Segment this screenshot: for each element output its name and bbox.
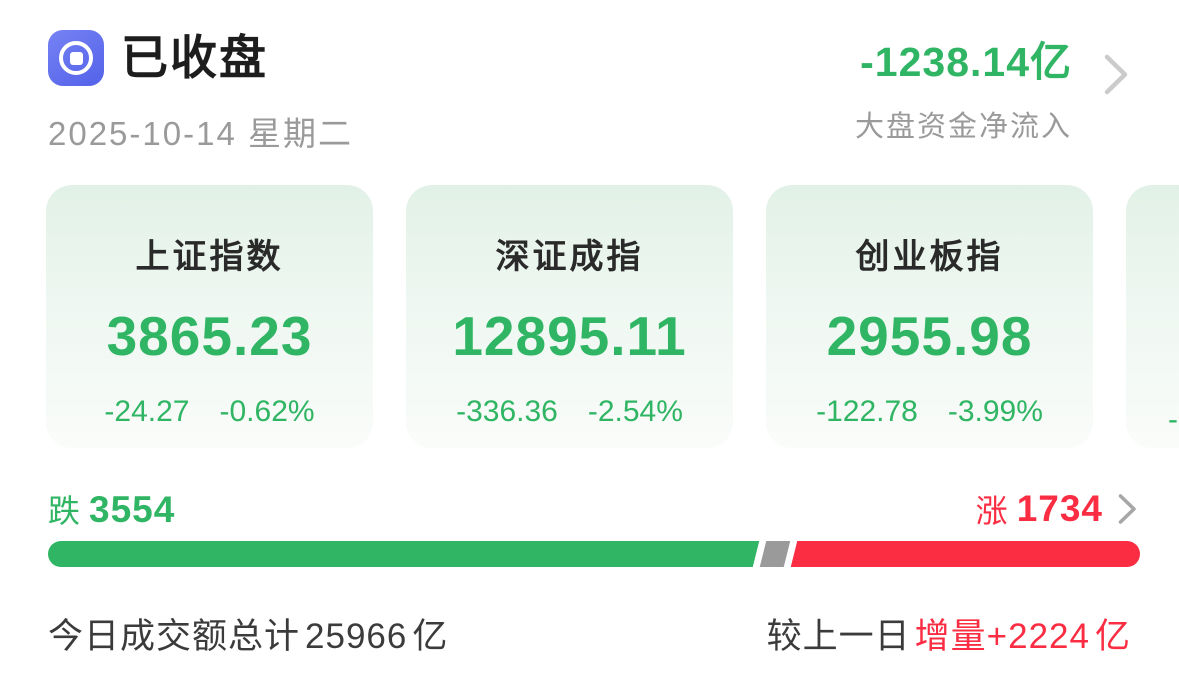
market-app-icon bbox=[48, 30, 104, 86]
index-change-pct: -2.54% bbox=[587, 395, 683, 428]
coin-square-icon bbox=[69, 51, 83, 65]
index-change-row: -24.27 -0.62% bbox=[46, 395, 373, 429]
net-inflow-chevron-icon[interactable] bbox=[1103, 52, 1130, 102]
trade-date: 2025-10-14 星期二 bbox=[48, 115, 353, 152]
index-change-pct: -3.99% bbox=[947, 395, 1043, 428]
index-change-pct: -0.62% bbox=[219, 395, 315, 428]
index-card-shenzhen[interactable]: 深证成指 12895.11 -336.36 -2.54% bbox=[406, 185, 733, 448]
index-name: 创业板指 bbox=[855, 238, 1004, 276]
net-inflow-label: 大盘资金净流入 bbox=[854, 111, 1072, 143]
index-card-shanghai[interactable]: 上证指数 3865.23 -24.27 -0.62% bbox=[46, 185, 373, 448]
compare-prefix: 较上一日 bbox=[766, 617, 911, 656]
index-change: -24.27 bbox=[104, 395, 190, 428]
turnover-compare-text: 较上一日 增量+2224 亿 bbox=[767, 608, 1131, 659]
breadth-bar-advance bbox=[790, 541, 1140, 567]
index-name: 深证成指 bbox=[495, 238, 644, 276]
index-card-partial[interactable]: - bbox=[1126, 185, 1179, 448]
index-change-row: -122.78 -3.99% bbox=[766, 395, 1093, 429]
turnover-value: 25966 bbox=[305, 617, 408, 656]
breadth-chevron-icon[interactable] bbox=[1117, 492, 1138, 526]
turnover-unit: 亿 bbox=[412, 617, 449, 656]
index-change-row: -336.36 -2.54% bbox=[406, 395, 733, 429]
index-change: -122.78 bbox=[816, 395, 918, 428]
coin-ring-icon bbox=[59, 41, 93, 75]
index-change-fragment: - bbox=[1168, 403, 1178, 436]
index-change-row: - bbox=[1126, 403, 1179, 437]
index-card-chinext[interactable]: 创业板指 2955.98 -122.78 -3.99% bbox=[766, 185, 1093, 448]
advance-label: 涨 bbox=[975, 493, 1008, 529]
decline-count: 3554 bbox=[89, 489, 176, 530]
net-inflow-block[interactable]: -1238.14亿 大盘资金净流入 bbox=[855, 28, 1072, 145]
index-name: 上证指数 bbox=[135, 238, 284, 276]
index-value: 3865.23 bbox=[106, 305, 313, 367]
turnover-text: 今日成交额总计 25966 亿 bbox=[48, 608, 448, 659]
header-left: 已收盘 2025-10-14 星期二 bbox=[48, 30, 353, 155]
index-value: 12895.11 bbox=[452, 305, 687, 367]
decliners-block: 跌 3554 bbox=[48, 486, 175, 532]
advance-count: 1734 bbox=[1016, 488, 1103, 529]
index-cards-row: 上证指数 3865.23 -24.27 -0.62% 深证成指 12895.11… bbox=[46, 185, 1179, 448]
index-change: -336.36 bbox=[456, 395, 558, 428]
compare-highlight: 增量+2224 bbox=[914, 617, 1090, 656]
title-row: 已收盘 bbox=[48, 30, 353, 86]
footer-stats: 今日成交额总计 25966 亿 较上一日 增量+2224 亿 bbox=[48, 608, 1131, 659]
breadth-bar bbox=[48, 541, 1140, 567]
net-inflow-value: -1238.14亿 bbox=[860, 39, 1072, 85]
breadth-bar-decline bbox=[48, 541, 760, 567]
turnover-prefix: 今日成交额总计 bbox=[48, 617, 301, 656]
breadth-row: 跌 3554 涨 1734 bbox=[48, 486, 1138, 532]
index-value: 2955.98 bbox=[826, 305, 1033, 367]
decline-label: 跌 bbox=[48, 493, 81, 529]
advancers-block[interactable]: 涨 1734 bbox=[976, 486, 1138, 532]
market-status-title: 已收盘 bbox=[121, 31, 268, 84]
compare-unit: 亿 bbox=[1094, 617, 1131, 656]
